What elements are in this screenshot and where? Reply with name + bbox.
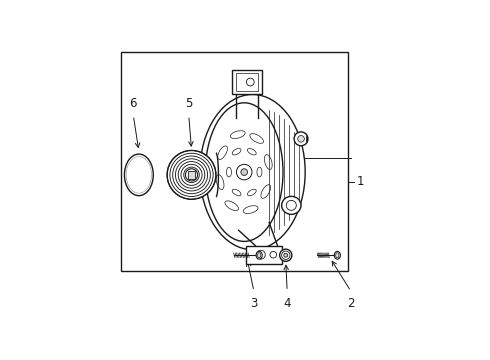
- Circle shape: [298, 135, 304, 142]
- Bar: [237, 73, 258, 91]
- Ellipse shape: [200, 94, 305, 250]
- Text: 3: 3: [250, 297, 258, 310]
- Ellipse shape: [232, 148, 241, 155]
- Circle shape: [185, 169, 197, 181]
- Ellipse shape: [225, 201, 239, 211]
- Circle shape: [256, 250, 265, 259]
- Circle shape: [284, 253, 288, 257]
- Ellipse shape: [205, 103, 283, 242]
- Ellipse shape: [175, 159, 208, 191]
- Text: 5: 5: [185, 97, 193, 110]
- Ellipse shape: [172, 156, 210, 194]
- Ellipse shape: [257, 167, 262, 177]
- Ellipse shape: [247, 189, 256, 196]
- Ellipse shape: [232, 189, 241, 196]
- Ellipse shape: [336, 253, 339, 258]
- Circle shape: [237, 164, 252, 180]
- Ellipse shape: [167, 150, 216, 199]
- Circle shape: [246, 78, 254, 86]
- Ellipse shape: [178, 162, 205, 188]
- Ellipse shape: [218, 146, 227, 159]
- Ellipse shape: [261, 185, 270, 198]
- Ellipse shape: [216, 175, 224, 190]
- Text: 6: 6: [129, 97, 137, 110]
- Ellipse shape: [230, 131, 245, 139]
- Circle shape: [286, 201, 296, 210]
- Circle shape: [282, 251, 290, 260]
- Ellipse shape: [184, 167, 199, 183]
- Ellipse shape: [226, 167, 231, 177]
- Bar: [121, 51, 348, 270]
- Bar: [188, 171, 196, 179]
- Ellipse shape: [258, 253, 261, 258]
- Bar: [232, 69, 262, 94]
- Ellipse shape: [126, 157, 151, 193]
- Bar: [245, 246, 282, 264]
- Ellipse shape: [243, 206, 258, 213]
- Ellipse shape: [256, 251, 262, 259]
- Ellipse shape: [181, 164, 202, 185]
- Ellipse shape: [124, 154, 153, 195]
- Circle shape: [294, 132, 308, 146]
- Circle shape: [280, 249, 292, 261]
- Ellipse shape: [247, 148, 256, 155]
- Ellipse shape: [334, 251, 341, 259]
- Ellipse shape: [250, 134, 264, 143]
- Text: 1: 1: [356, 175, 364, 188]
- Circle shape: [270, 251, 277, 258]
- Ellipse shape: [282, 196, 301, 214]
- Text: 2: 2: [347, 297, 355, 310]
- Ellipse shape: [170, 153, 213, 197]
- Text: 4: 4: [283, 297, 291, 310]
- Ellipse shape: [265, 155, 272, 170]
- Circle shape: [241, 169, 247, 175]
